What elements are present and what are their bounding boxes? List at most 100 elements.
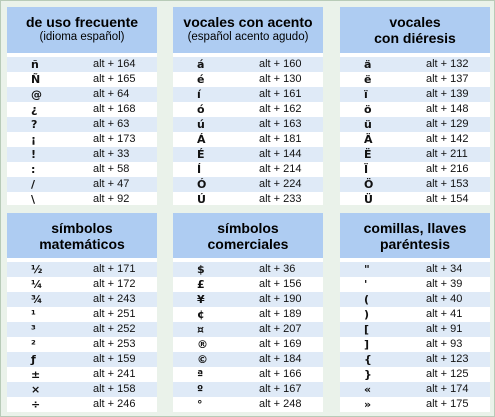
card-header: de uso frecuente (idioma español) (7, 7, 157, 53)
symbol: ? (31, 118, 38, 131)
alt-code: alt + 58 (93, 163, 130, 175)
alt-code: alt + 40 (426, 293, 463, 305)
code-row: ¤ alt + 207 (173, 322, 323, 337)
alt-code: alt + 214 (259, 163, 302, 175)
card-title: símbolos (217, 220, 279, 236)
code-row: í alt + 161 (173, 87, 323, 102)
code-row: ª alt + 166 (173, 367, 323, 382)
symbol: ¥ (197, 293, 205, 306)
symbol: ñ (31, 58, 39, 71)
alt-code: alt + 168 (93, 103, 136, 115)
symbol: « (364, 383, 372, 396)
code-row: ö alt + 148 (340, 102, 490, 117)
alt-code: alt + 175 (426, 398, 469, 410)
symbol: º (197, 383, 204, 396)
alt-code: alt + 224 (259, 178, 302, 190)
symbol: é (197, 73, 205, 86)
alt-code: alt + 190 (259, 293, 302, 305)
alt-code: alt + 92 (93, 193, 130, 205)
alt-code: alt + 41 (426, 308, 463, 320)
code-row: ¾ alt + 243 (7, 292, 157, 307)
alt-code: alt + 253 (93, 338, 136, 350)
code-list: á alt + 160 é alt + 130 í alt + 161 ó alt + … (173, 53, 323, 205)
alt-code: alt + 93 (426, 338, 463, 350)
code-row: £ alt + 156 (173, 277, 323, 292)
symbol: É (197, 148, 205, 161)
card-header: vocales con acento (español acento agudo… (173, 7, 323, 53)
symbol: £ (197, 278, 205, 291)
symbol: \ (31, 193, 36, 205)
symbol: ] (364, 338, 370, 351)
alt-code: alt + 166 (259, 368, 302, 380)
card-subtitle: (español acento agudo) (187, 31, 309, 43)
code-row: × alt + 158 (7, 382, 157, 397)
alt-code: alt + 33 (93, 148, 130, 160)
code-row: » alt + 175 (340, 397, 490, 412)
code-row: {alt + 123 (340, 352, 490, 367)
code-row: ® alt + 169 (173, 337, 323, 352)
symbol: á (197, 58, 205, 71)
symbol: ÷ (31, 398, 41, 411)
alt-code: alt + 184 (259, 353, 302, 365)
alt-code: alt + 142 (426, 133, 469, 145)
code-row: ï alt + 139 (340, 87, 490, 102)
symbol: / (31, 178, 36, 191)
symbol: : (31, 163, 36, 176)
symbol: ƒ (31, 353, 36, 366)
code-row: ¥ alt + 190 (173, 292, 323, 307)
card-header: símbolos matemáticos (7, 213, 157, 258)
symbol: ú (197, 118, 205, 131)
alt-code: alt + 243 (93, 293, 136, 305)
card-comillas-llaves: comillas, llaves paréntesis " alt + 34 ' a… (340, 213, 490, 412)
symbol: Ä (364, 133, 373, 146)
code-row: " alt + 34 (340, 262, 490, 277)
alt-code: alt + 216 (426, 163, 469, 175)
symbol: Ú (197, 193, 206, 205)
card-header: símbolos comerciales (173, 213, 323, 258)
symbol: ª (197, 368, 204, 381)
card-subtitle: con diéresis (374, 30, 456, 46)
code-row: $ alt + 36 (173, 262, 323, 277)
code-row: ë alt + 137 (340, 72, 490, 87)
symbol: » (364, 398, 372, 411)
symbol: [ (364, 323, 370, 336)
card-subtitle: (idioma español) (39, 31, 125, 43)
code-row: ƒ alt + 159 (7, 352, 157, 367)
alt-code: alt + 172 (93, 278, 136, 290)
card-subtitle: paréntesis (379, 236, 451, 252)
code-list: ä alt + 132 ë alt + 137 ï alt + 139 ö alt + … (340, 53, 490, 205)
symbol: © (197, 353, 208, 366)
card-vocales-acento: vocales con acento (español acento agudo… (173, 7, 323, 205)
code-row: ? alt + 63 (7, 117, 157, 132)
symbol: ) (364, 308, 370, 321)
code-row: é alt + 130 (173, 72, 323, 87)
card-header: comillas, llaves paréntesis (340, 213, 490, 258)
card-title: símbolos (51, 220, 113, 236)
alt-code: alt + 251 (93, 308, 136, 320)
alt-code: alt + 189 (259, 308, 302, 320)
code-row: ¹ alt + 251 (7, 307, 157, 322)
alt-code: alt + 36 (259, 263, 296, 275)
code-list: ½ alt + 171 ¼ alt + 172 ¾ alt + 243 ¹ alt + … (7, 258, 157, 412)
code-row: ÷ alt + 246 (7, 397, 157, 412)
alt-code: alt + 252 (93, 323, 136, 335)
code-row: ¡ alt + 173 (7, 132, 157, 147)
alt-code: alt + 241 (93, 368, 136, 380)
alt-code: alt + 160 (259, 58, 302, 70)
alt-code: alt + 246 (93, 398, 136, 410)
symbol: ( (364, 293, 370, 306)
alt-code: alt + 64 (93, 88, 130, 100)
alt-code: alt + 129 (426, 118, 469, 130)
alt-code: alt + 163 (259, 118, 302, 130)
alt-code: alt + 39 (426, 278, 463, 290)
code-row: ¢ alt + 189 (173, 307, 323, 322)
symbol: ½ (31, 263, 43, 276)
symbol: ³ (31, 323, 36, 336)
code-row: [alt + 91 (340, 322, 490, 337)
code-row: ' alt + 39 (340, 277, 490, 292)
code-row: ( alt + 40 (340, 292, 490, 307)
card-header: vocales con diéresis (340, 7, 490, 53)
